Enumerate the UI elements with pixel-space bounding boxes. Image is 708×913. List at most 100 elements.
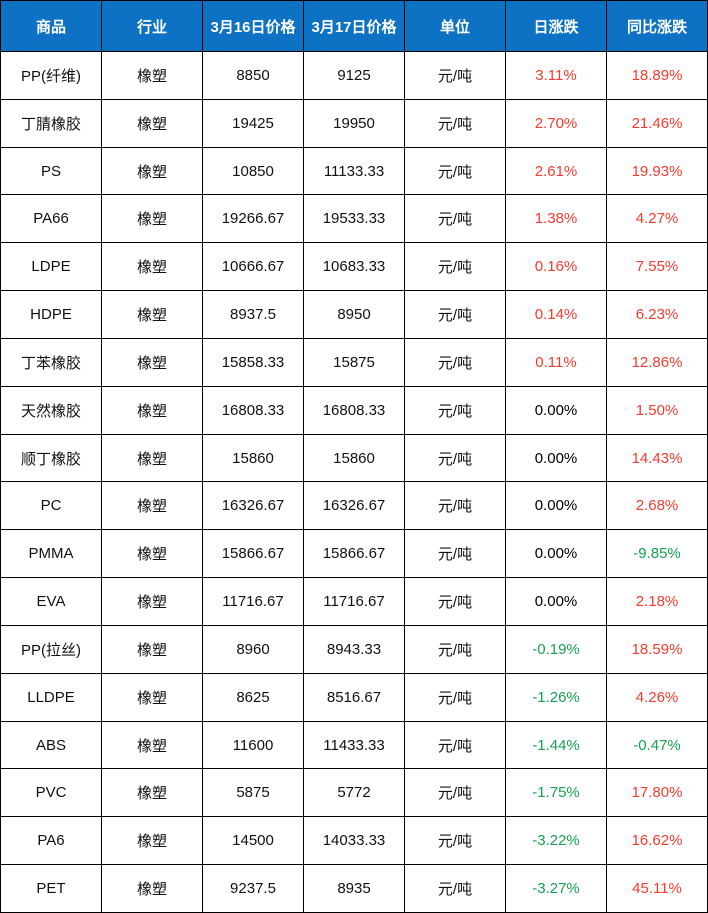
industry-cell: 橡塑 xyxy=(102,291,202,338)
price-0317-cell: 15866.67 xyxy=(304,530,404,578)
price-0316-cell: 8625 xyxy=(203,673,303,721)
yoy-change-cell: 2.18% xyxy=(607,578,707,625)
commodity-cell: PVC xyxy=(1,769,101,817)
price-0316-cell: 15860 xyxy=(203,434,303,482)
industry-cell: 橡塑 xyxy=(102,338,202,386)
commodity-cell: PC xyxy=(1,482,101,530)
yoy-change-cell: 21.46% xyxy=(607,99,707,147)
commodity-cell: PET xyxy=(1,865,101,912)
price-0316-cell: 11600 xyxy=(203,721,303,769)
industry-cell: 橡塑 xyxy=(102,147,202,195)
price-0317-cell: 5772 xyxy=(304,769,404,817)
industry-cell: 橡塑 xyxy=(102,530,202,578)
commodity-cell: ABS xyxy=(1,721,101,769)
price-0317-cell: 15875 xyxy=(304,338,404,386)
yoy-change-cell: 18.89% xyxy=(607,52,707,99)
price-0316-cell: 8850 xyxy=(203,52,303,99)
table-row: PA6 橡塑 14500 14033.33 元/吨 -3.22% 16.62% xyxy=(1,817,707,865)
unit-cell: 元/吨 xyxy=(405,99,505,147)
unit-cell: 元/吨 xyxy=(405,530,505,578)
daily-change-cell: -1.44% xyxy=(506,721,606,769)
commodity-cell: PMMA xyxy=(1,530,101,578)
price-0317-cell: 16326.67 xyxy=(304,482,404,530)
table-row: PVC 橡塑 5875 5772 元/吨 -1.75% 17.80% xyxy=(1,769,707,817)
yoy-change-cell: 19.93% xyxy=(607,147,707,195)
unit-cell: 元/吨 xyxy=(405,52,505,99)
daily-change-cell: 0.00% xyxy=(506,482,606,530)
table-row: 丁腈橡胶 橡塑 19425 19950 元/吨 2.70% 21.46% xyxy=(1,99,707,147)
yoy-change-cell: 4.27% xyxy=(607,195,707,243)
industry-cell: 橡塑 xyxy=(102,721,202,769)
daily-change-cell: 0.00% xyxy=(506,386,606,434)
price-0316-cell: 5875 xyxy=(203,769,303,817)
yoy-change-cell: 12.86% xyxy=(607,338,707,386)
commodity-cell: 顺丁橡胶 xyxy=(1,434,101,482)
price-0317-cell: 11133.33 xyxy=(304,147,404,195)
price-0316-cell: 19425 xyxy=(203,99,303,147)
table-row: PMMA 橡塑 15866.67 15866.67 元/吨 0.00% -9.8… xyxy=(1,530,707,578)
table-row: LDPE 橡塑 10666.67 10683.33 元/吨 0.16% 7.55… xyxy=(1,243,707,291)
table-row: HDPE 橡塑 8937.5 8950 元/吨 0.14% 6.23% xyxy=(1,291,707,338)
yoy-change-cell: 14.43% xyxy=(607,434,707,482)
industry-cell: 橡塑 xyxy=(102,434,202,482)
daily-change-cell: 0.16% xyxy=(506,243,606,291)
price-0317-cell: 8935 xyxy=(304,865,404,912)
daily-change-cell: 0.00% xyxy=(506,578,606,625)
daily-change-cell: -1.26% xyxy=(506,673,606,721)
daily-change-cell: 2.70% xyxy=(506,99,606,147)
daily-change-cell: -3.22% xyxy=(506,817,606,865)
price-0317-cell: 14033.33 xyxy=(304,817,404,865)
unit-cell: 元/吨 xyxy=(405,865,505,912)
price-0317-cell: 9125 xyxy=(304,52,404,99)
industry-cell: 橡塑 xyxy=(102,578,202,625)
daily-change-cell: -0.19% xyxy=(506,625,606,673)
price-0317-cell: 8943.33 xyxy=(304,625,404,673)
industry-cell: 橡塑 xyxy=(102,99,202,147)
column-header-unit: 单位 xyxy=(405,1,505,51)
price-0316-cell: 8960 xyxy=(203,625,303,673)
price-0316-cell: 10850 xyxy=(203,147,303,195)
price-0317-cell: 8950 xyxy=(304,291,404,338)
yoy-change-cell: 1.50% xyxy=(607,386,707,434)
daily-change-cell: 0.00% xyxy=(506,434,606,482)
table-row: PP(纤维) 橡塑 8850 9125 元/吨 3.11% 18.89% xyxy=(1,52,707,99)
price-0317-cell: 8516.67 xyxy=(304,673,404,721)
yoy-change-cell: 6.23% xyxy=(607,291,707,338)
daily-change-cell: 2.61% xyxy=(506,147,606,195)
unit-cell: 元/吨 xyxy=(405,625,505,673)
yoy-change-cell: 17.80% xyxy=(607,769,707,817)
table-row: PP(拉丝) 橡塑 8960 8943.33 元/吨 -0.19% 18.59% xyxy=(1,625,707,673)
unit-cell: 元/吨 xyxy=(405,147,505,195)
daily-change-cell: -1.75% xyxy=(506,769,606,817)
table-row: PS 橡塑 10850 11133.33 元/吨 2.61% 19.93% xyxy=(1,147,707,195)
industry-cell: 橡塑 xyxy=(102,195,202,243)
unit-cell: 元/吨 xyxy=(405,291,505,338)
table-body: PP(纤维) 橡塑 8850 9125 元/吨 3.11% 18.89% 丁腈橡… xyxy=(1,52,707,912)
unit-cell: 元/吨 xyxy=(405,243,505,291)
unit-cell: 元/吨 xyxy=(405,338,505,386)
price-0316-cell: 19266.67 xyxy=(203,195,303,243)
price-0317-cell: 10683.33 xyxy=(304,243,404,291)
price-0316-cell: 15866.67 xyxy=(203,530,303,578)
commodity-cell: PA6 xyxy=(1,817,101,865)
table-header-row: 商品 行业 3月16日价格 3月17日价格 单位 日涨跌 同比涨跌 xyxy=(1,1,707,51)
column-header-commodity: 商品 xyxy=(1,1,101,51)
industry-cell: 橡塑 xyxy=(102,482,202,530)
yoy-change-cell: -0.47% xyxy=(607,721,707,769)
column-header-industry: 行业 xyxy=(102,1,202,51)
commodity-cell: PA66 xyxy=(1,195,101,243)
unit-cell: 元/吨 xyxy=(405,386,505,434)
table-row: 顺丁橡胶 橡塑 15860 15860 元/吨 0.00% 14.43% xyxy=(1,434,707,482)
yoy-change-cell: 18.59% xyxy=(607,625,707,673)
price-0316-cell: 16808.33 xyxy=(203,386,303,434)
price-0316-cell: 14500 xyxy=(203,817,303,865)
column-header-yoy-change: 同比涨跌 xyxy=(607,1,707,51)
unit-cell: 元/吨 xyxy=(405,578,505,625)
table-row: EVA 橡塑 11716.67 11716.67 元/吨 0.00% 2.18% xyxy=(1,578,707,625)
industry-cell: 橡塑 xyxy=(102,817,202,865)
daily-change-cell: 0.11% xyxy=(506,338,606,386)
industry-cell: 橡塑 xyxy=(102,243,202,291)
table-row: 丁苯橡胶 橡塑 15858.33 15875 元/吨 0.11% 12.86% xyxy=(1,338,707,386)
yoy-change-cell: 4.26% xyxy=(607,673,707,721)
commodity-cell: PP(纤维) xyxy=(1,52,101,99)
